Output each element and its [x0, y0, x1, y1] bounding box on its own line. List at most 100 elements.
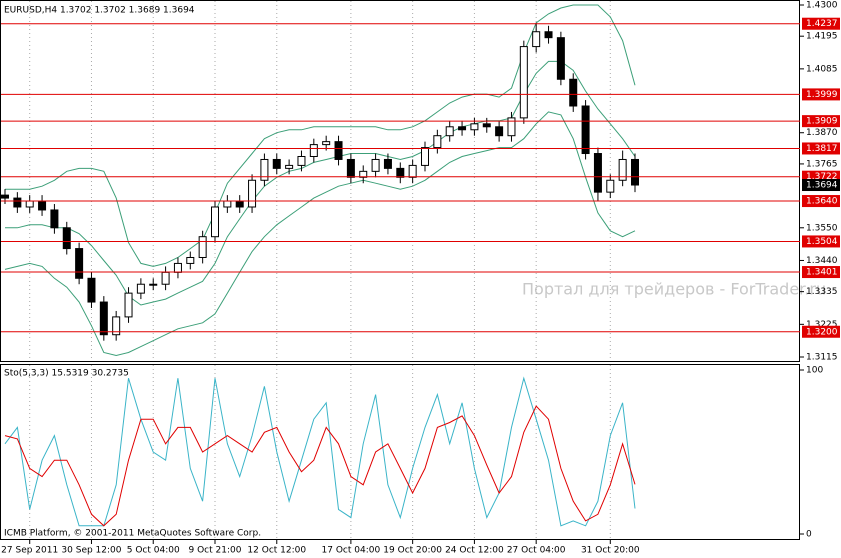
- y-tick-label: 1.3550: [806, 223, 838, 233]
- candle-body: [161, 271, 170, 285]
- candle-body: [383, 158, 392, 169]
- last-price-label: 1.3694: [806, 181, 838, 191]
- level-label-box: [802, 325, 840, 338]
- level-label-box: [802, 17, 840, 30]
- candle-body: [186, 256, 195, 264]
- x-tick-label: 27 Sep 2011: [1, 546, 58, 556]
- y-tick-label: 100: [806, 366, 823, 376]
- candle-body: [507, 117, 516, 137]
- candle-body: [50, 209, 59, 229]
- y-tick-label: 1.4195: [806, 32, 838, 42]
- candle-body: [371, 158, 380, 172]
- candle-body: [136, 283, 145, 294]
- indicator-title: Sto(5,3,3) 15.5319 30.2735: [4, 369, 129, 379]
- candle-body: [569, 78, 578, 107]
- chart-title: EURUSD,H4 1.3702 1.3702 1.3689 1.3694: [4, 6, 195, 16]
- candle-body: [458, 126, 467, 131]
- candle-body: [631, 158, 639, 186]
- x-tick-label: 24 Oct 12:00: [445, 546, 504, 556]
- candle-body: [334, 141, 343, 160]
- candle-body: [470, 123, 479, 131]
- level-label-box: [802, 235, 840, 248]
- stochastic-panel: [0, 364, 800, 540]
- bollinger-band: [5, 4, 636, 267]
- candle-body: [223, 200, 232, 208]
- footer: ICMB Platform, © 2001-2011 MetaQuotes So…: [4, 529, 261, 539]
- level-label: 1.3401: [806, 268, 838, 278]
- candle-body: [593, 153, 602, 193]
- level-label: 1.3909: [806, 117, 838, 127]
- level-label: 1.3504: [806, 237, 838, 247]
- level-label: 1.3817: [806, 144, 838, 154]
- candle-body: [173, 262, 182, 273]
- candle-body: [272, 158, 281, 169]
- y-tick-label: 1.3115: [806, 353, 838, 363]
- candle-body: [25, 200, 34, 208]
- candle-body: [248, 179, 257, 208]
- level-label-box: [802, 115, 840, 128]
- level-label: 1.4237: [806, 19, 838, 29]
- candle-body: [519, 46, 528, 119]
- candle-body: [260, 158, 269, 181]
- candle-body: [211, 206, 219, 238]
- last-price-box: [802, 179, 840, 192]
- candle-body: [62, 227, 71, 250]
- level-label-box: [802, 142, 840, 155]
- level-label: 1.3722: [806, 172, 838, 182]
- candle-body: [1, 194, 9, 199]
- candle-body: [556, 37, 565, 80]
- candle-body: [544, 31, 553, 39]
- candle-body: [606, 179, 615, 193]
- x-tick-label: 30 Sep 12:00: [61, 546, 121, 556]
- candle-body: [285, 164, 294, 169]
- candle-body: [198, 236, 207, 258]
- x-tick-label: 27 Oct 04:00: [507, 546, 566, 556]
- candle-body: [532, 31, 541, 48]
- candle-body: [408, 164, 417, 178]
- x-tick-label: 5 Oct 04:00: [127, 546, 180, 556]
- candle-body: [445, 126, 454, 137]
- candle-body: [13, 197, 22, 208]
- stochastic-line: [4, 405, 636, 527]
- level-label-box: [802, 266, 840, 279]
- y-tick-label: 1.3440: [806, 256, 838, 266]
- bollinger-band: [4, 111, 636, 357]
- watermark: Портал для трейдеров - ForTrader.ru: [522, 280, 826, 299]
- candle-body: [322, 141, 331, 146]
- candle-body: [75, 248, 84, 279]
- candle-body: [124, 292, 133, 318]
- y-tick-label: 1.3335: [806, 287, 838, 297]
- candle-body: [495, 126, 504, 137]
- x-tick-label: 9 Oct 21:00: [189, 546, 242, 556]
- candle-body: [396, 167, 405, 178]
- x-tick-label: 19 Oct 20:00: [383, 546, 442, 556]
- y-tick-label: 0: [806, 530, 812, 540]
- level-label-box: [802, 195, 840, 208]
- candle-body: [99, 301, 108, 336]
- candle-body: [297, 155, 306, 166]
- candle-body: [38, 200, 47, 211]
- y-tick-label: 1.3765: [806, 159, 838, 169]
- candle-body: [87, 277, 96, 303]
- x-tick-label: 17 Oct 04:00: [322, 546, 381, 556]
- candle-body: [482, 123, 491, 128]
- level-label: 1.3999: [806, 90, 838, 100]
- candle-body: [421, 147, 429, 166]
- y-tick-label: 1.4300: [806, 1, 838, 11]
- x-tick-label: 12 Oct 12:00: [247, 546, 306, 556]
- candle-body: [433, 135, 442, 149]
- price-panel: [0, 0, 800, 362]
- candle-body: [618, 158, 627, 181]
- candle-body: [346, 158, 355, 178]
- candle-body: [112, 316, 121, 336]
- candle-body: [309, 144, 318, 157]
- bollinger-band: [5, 60, 636, 306]
- candle-body: [359, 170, 368, 178]
- level-label: 1.3640: [806, 197, 838, 207]
- y-tick-label: 1.4085: [806, 64, 838, 74]
- candle-body: [235, 200, 244, 208]
- level-label: 1.3200: [806, 327, 838, 337]
- y-tick-label: 1.3870: [806, 128, 838, 138]
